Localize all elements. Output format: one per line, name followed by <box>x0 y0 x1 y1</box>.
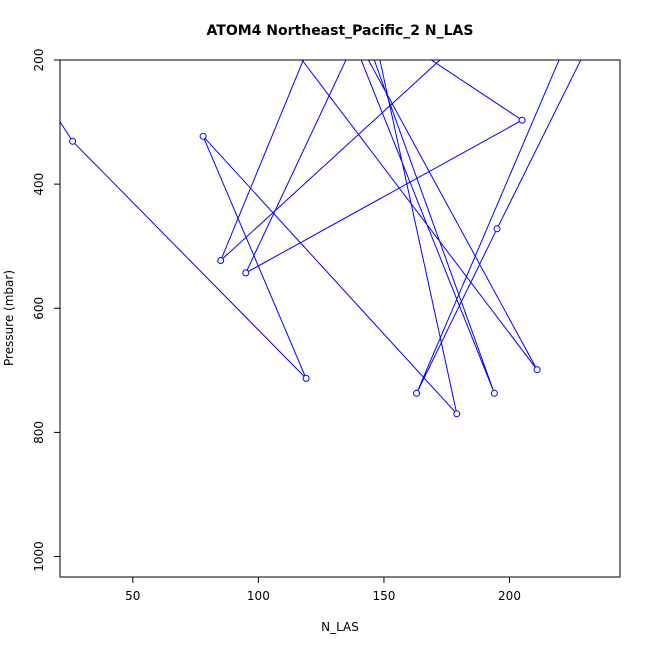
data-point <box>413 389 421 397</box>
y-axis-label: Pressure (mbar) <box>2 270 16 366</box>
y-tick-label: 200 <box>32 49 46 72</box>
plot-frame <box>59 59 621 578</box>
data-point <box>518 116 526 124</box>
data-point <box>302 374 310 382</box>
x-tick-label: 150 <box>372 589 395 603</box>
x-tick-label: 200 <box>498 589 521 603</box>
data-point <box>242 269 250 277</box>
data-point <box>490 389 498 397</box>
chart-title: ATOM4 Northeast_Pacific_2 N_LAS <box>207 23 474 39</box>
x-tick-label: 50 <box>125 589 140 603</box>
data-point <box>199 132 207 140</box>
data-point <box>453 410 461 418</box>
x-axis-label: N_LAS <box>321 620 359 634</box>
data-point <box>533 366 541 374</box>
axes: 50 100 150 200 200 400 600 800 1000 <box>32 49 621 603</box>
y-tick-label: 600 <box>32 297 46 320</box>
data-point <box>69 137 77 145</box>
y-tick-label: 400 <box>32 173 46 196</box>
y-tick-label: 1000 <box>32 541 46 572</box>
data-point <box>493 225 501 233</box>
series-line <box>60 60 582 416</box>
y-tick-label: 800 <box>32 421 46 444</box>
data-point <box>217 257 225 264</box>
plot-area <box>60 60 582 418</box>
x-tick-label: 100 <box>247 589 270 603</box>
